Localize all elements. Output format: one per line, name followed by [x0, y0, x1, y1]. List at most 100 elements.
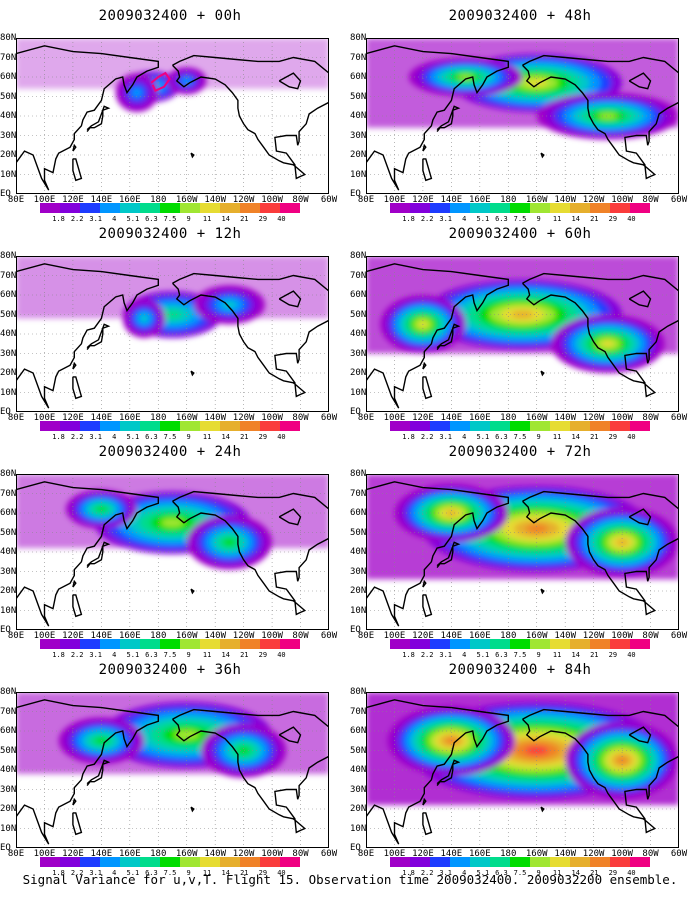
- lon-tick-label: 160W: [525, 631, 548, 641]
- lat-tick-label: EQ: [350, 843, 361, 853]
- colorbar-swatch: [550, 421, 570, 431]
- lat-tick-label: 50N: [350, 309, 367, 320]
- colorbar-swatch: [100, 203, 120, 213]
- colorbar-swatch: [390, 639, 410, 649]
- lat-tick-label: 10N: [0, 169, 17, 180]
- colorbar-tick-label: 11: [202, 433, 212, 441]
- lon-tick-label: 180: [500, 631, 517, 641]
- variance-contour: [601, 340, 615, 347]
- lat-tick-label: 40N: [350, 765, 367, 775]
- variance-map: [16, 256, 329, 412]
- lon-tick-label: 120E: [62, 631, 84, 641]
- lat-tick-label: 10N: [350, 605, 367, 616]
- lon-tick-label: 80W: [292, 413, 309, 423]
- lat-tick-label: 50N: [0, 309, 17, 320]
- coastline: [540, 588, 545, 595]
- coastline: [522, 490, 679, 616]
- coastline: [422, 797, 427, 806]
- lat-tick-label: 40N: [0, 329, 17, 339]
- coastline: [72, 376, 83, 400]
- lat-tick-label: 50N: [350, 745, 367, 756]
- lon-tick-label: 160W: [525, 413, 548, 423]
- colorbar-swatch: [450, 203, 470, 213]
- map-panel: 2009032400 + 48h 80N 70N 60N 50N 40N 30N 20N 10N…: [350, 8, 690, 226]
- colorbar-swatch: [160, 857, 180, 867]
- colorbar-tick-label: 29: [608, 433, 618, 441]
- colorbar-swatch: [570, 421, 590, 431]
- coastline: [72, 361, 77, 370]
- colorbar-tick-label: 9: [186, 215, 191, 223]
- lat-tick-label: 80N: [0, 687, 17, 697]
- colorbar-tick-label: 5.1: [476, 433, 490, 441]
- lon-tick-label: 160E: [118, 195, 141, 205]
- panel-title: 2009032400 + 60h: [448, 226, 592, 242]
- lon-tick-label: 140W: [554, 849, 577, 859]
- lon-tick-label: 60W: [670, 195, 688, 205]
- lat-tick-label: 20N: [350, 586, 367, 596]
- colorbar-tick-label: 6.3: [145, 433, 158, 441]
- lon-tick-label: 120E: [412, 849, 434, 859]
- colorbar-swatch: [40, 421, 60, 431]
- colorbar: [390, 203, 650, 213]
- colorbar-swatch: [100, 857, 120, 867]
- lat-tick-label: 20N: [0, 150, 17, 160]
- lat-tick-label: 10N: [350, 169, 367, 180]
- map-frame: [366, 38, 679, 194]
- lon-tick-label: 160W: [175, 631, 198, 641]
- colorbar-swatch: [60, 203, 80, 213]
- lon-tick-label: 80W: [292, 631, 309, 641]
- colorbar-tick-label: 11: [552, 215, 562, 223]
- colorbar-swatch: [490, 203, 510, 213]
- map-frame: [366, 256, 679, 412]
- colorbar-swatch: [220, 857, 240, 867]
- colorbar-swatch: [410, 421, 430, 431]
- lon-tick-label: 120E: [62, 849, 84, 859]
- coastline: [422, 812, 433, 836]
- lon-tick-label: 160E: [468, 631, 491, 641]
- colorbar-tick-label: 6.3: [495, 433, 508, 441]
- lon-tick-label: 140W: [554, 195, 577, 205]
- colorbar-labels: 1.8 2.2 3.1 4 5.1 6.3 7.5 9 11 14 21 29 40: [40, 651, 300, 661]
- lat-tick-label: EQ: [350, 189, 361, 199]
- colorbar-tick-label: 5.1: [476, 215, 490, 223]
- coastline: [190, 370, 195, 377]
- colorbar-tick-label: 4: [462, 215, 467, 223]
- colorbar-swatch: [430, 203, 450, 213]
- lat-tick-label: 40N: [350, 111, 367, 121]
- colorbar-labels: 1.8 2.2 3.1 4 5.1 6.3 7.5 9 11 14 21 29 40: [390, 651, 650, 661]
- lon-tick-label: 140E: [440, 195, 463, 205]
- lat-tick-label: 30N: [350, 566, 367, 577]
- coastline: [628, 72, 652, 90]
- lat-tick-label: 70N: [0, 706, 17, 717]
- lon-tick-label: 100E: [383, 413, 406, 423]
- map-frame: [366, 692, 679, 848]
- lon-tick-label: 180: [500, 849, 517, 859]
- coastline: [278, 726, 302, 744]
- lat-tick-label: 70N: [350, 706, 367, 717]
- colorbar-tick-label: 29: [608, 215, 618, 223]
- lat-tick-label: EQ: [350, 625, 361, 635]
- lat-tick-label: 20N: [350, 804, 367, 814]
- lon-tick-label: 120W: [232, 195, 255, 205]
- lon-tick-label: 80W: [642, 413, 659, 423]
- panel-title: 2009032400 + 00h: [98, 8, 242, 24]
- coastline: [16, 263, 160, 409]
- colorbar-swatch: [80, 421, 100, 431]
- colorbar-labels: 1.8 2.2 3.1 4 5.1 6.3 7.5 9 11 14 21 29 40: [390, 215, 650, 225]
- variance-contour: [525, 746, 549, 755]
- lon-tick-label: 120E: [412, 195, 434, 205]
- colorbar-tick-label: 11: [552, 433, 562, 441]
- map-frame: [366, 474, 679, 630]
- colorbar-swatch: [240, 857, 260, 867]
- colorbar-tick-label: 1.8: [402, 215, 415, 223]
- colorbar-tick-label: 9: [536, 433, 541, 441]
- lon-tick-label: 80W: [642, 631, 659, 641]
- colorbar: [40, 639, 300, 649]
- lat-tick-label: 70N: [350, 270, 367, 281]
- lon-tick-label: 160W: [175, 413, 198, 423]
- lat-tick-label: 30N: [350, 130, 367, 141]
- lon-tick-label: 120W: [232, 849, 255, 859]
- colorbar-swatch: [200, 857, 220, 867]
- variance-contour: [161, 518, 184, 528]
- lat-tick-label: 30N: [0, 566, 17, 577]
